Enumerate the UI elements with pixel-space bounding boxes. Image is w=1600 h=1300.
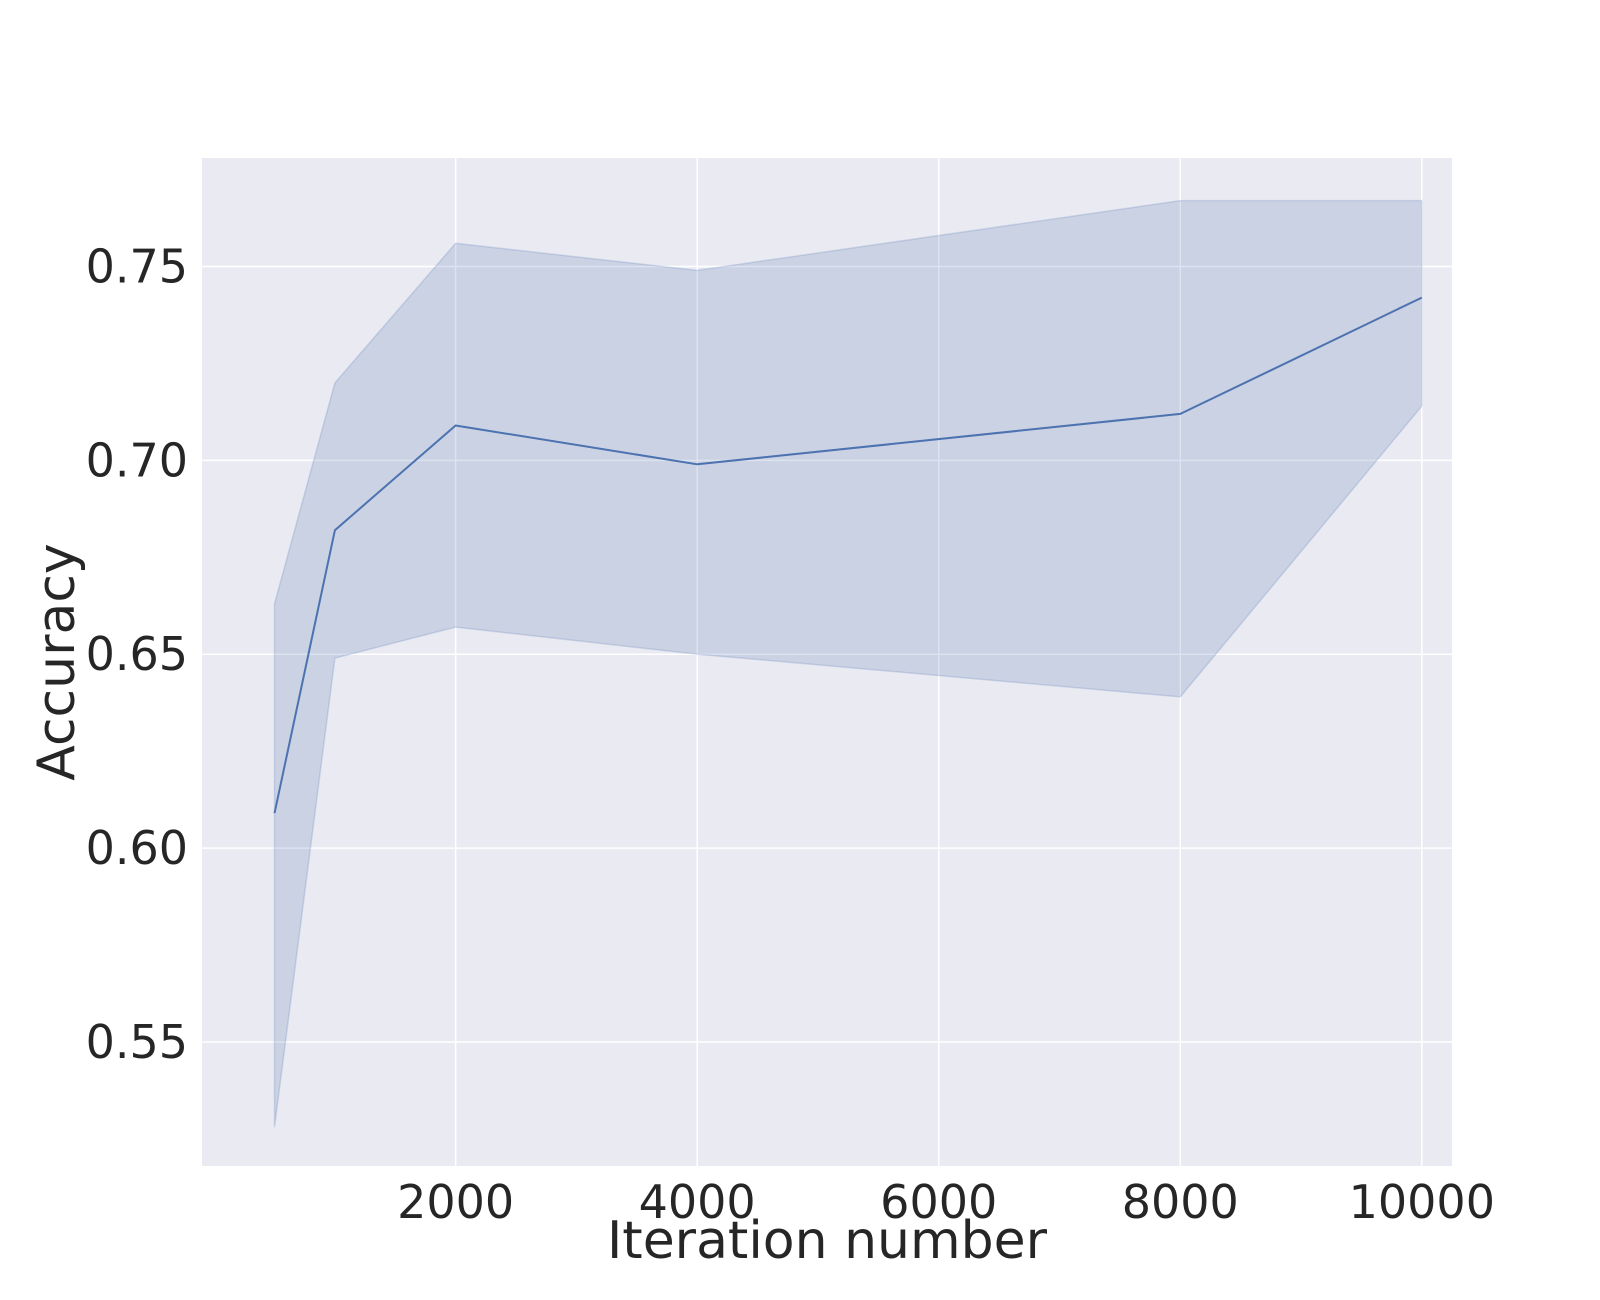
- confidence-band: [273, 199, 1423, 1128]
- series-line: [273, 296, 1423, 814]
- plot-area: [202, 158, 1452, 1166]
- x-tick-label: 2000: [397, 1175, 514, 1229]
- x-tick-label: 8000: [1122, 1175, 1239, 1229]
- y-tick-label: 0.60: [86, 821, 188, 875]
- x-tick-label: 4000: [639, 1175, 756, 1229]
- x-tick-label: 6000: [880, 1175, 997, 1229]
- y-axis-ticks: 0.55 0.60 0.65 0.70 0.75: [86, 240, 188, 1069]
- series-lines: [273, 296, 1423, 814]
- grid-lines: [202, 158, 1452, 1166]
- y-tick-label: 0.55: [86, 1015, 188, 1069]
- x-tick-label: 10000: [1349, 1175, 1495, 1229]
- y-tick-label: 0.75: [86, 240, 188, 294]
- confidence-band-area: [273, 199, 1423, 1128]
- y-tick-label: 0.70: [86, 433, 188, 487]
- x-axis-label: Iteration number: [607, 1211, 1048, 1271]
- y-axis-label: Accuracy: [27, 543, 87, 780]
- y-tick-label: 0.65: [86, 627, 188, 681]
- x-axis-ticks: 2000 4000 6000 8000 10000: [397, 1175, 1495, 1229]
